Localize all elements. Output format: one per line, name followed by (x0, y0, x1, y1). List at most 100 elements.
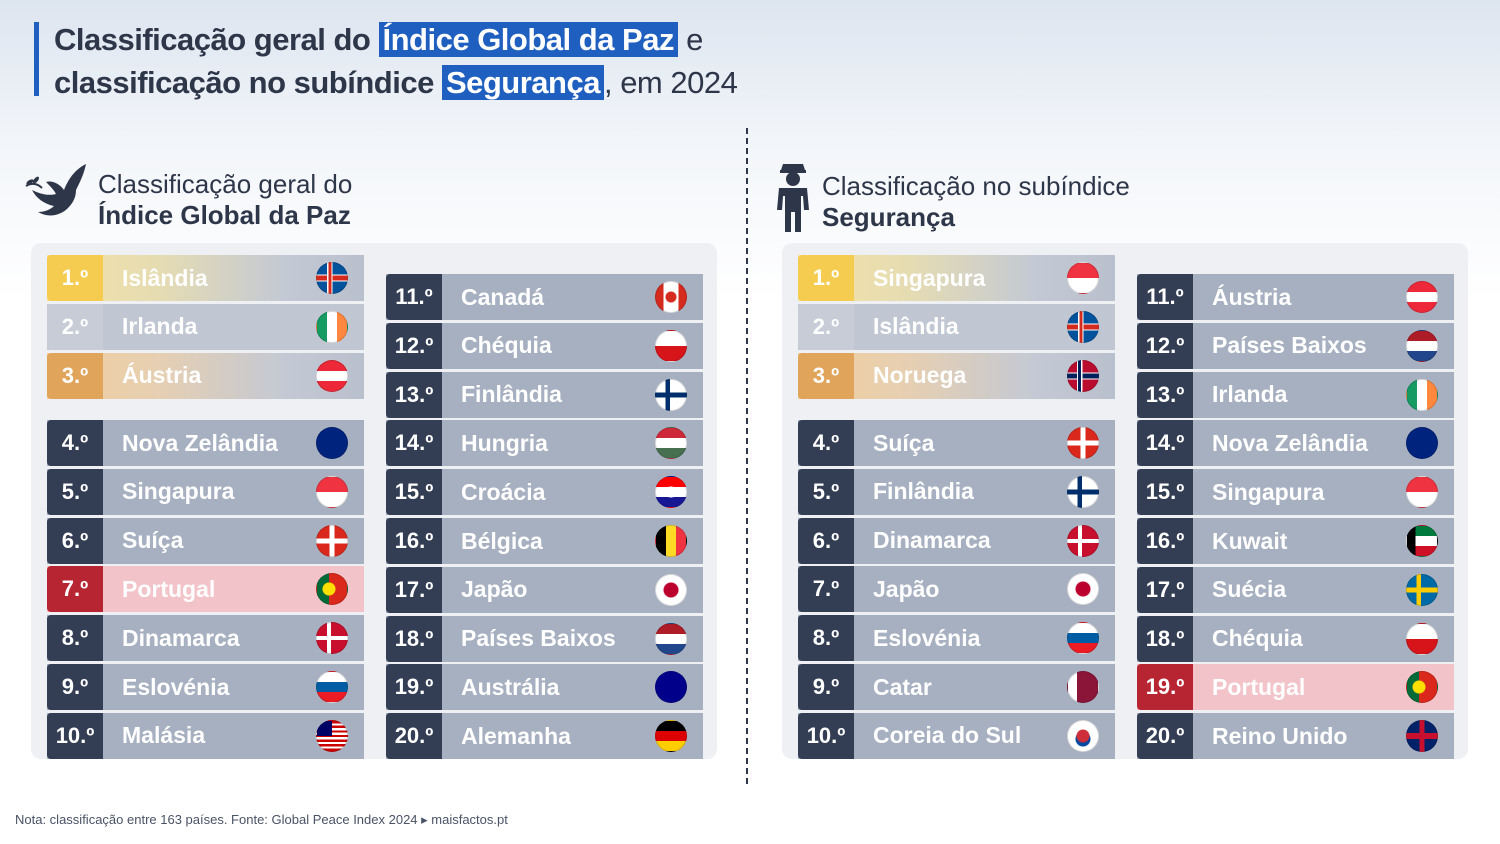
country-name: Irlanda (122, 313, 198, 340)
country-name: Japão (461, 576, 528, 603)
ranking-row: 1.º Islândia (47, 255, 364, 301)
singapore-flag-icon (1406, 476, 1438, 509)
ranking-row: 19.º Portugal (1137, 664, 1454, 711)
new-zealand-flag-icon (1406, 427, 1438, 460)
left-section-heading: Classificação geral do Índice Global da … (98, 169, 352, 231)
country-name: Dinamarca (873, 527, 991, 554)
rank-badge: 8.º (798, 615, 854, 662)
title-part3: classificação no subíndice (54, 65, 434, 100)
rank-badge: 4.º (47, 420, 103, 466)
qatar-flag-icon (1067, 671, 1099, 703)
finland-flag-icon (1067, 475, 1099, 508)
canada-flag-icon (655, 281, 687, 313)
rank-badge: 1.º (47, 255, 103, 301)
ranking-row: 6.º Suíça (47, 517, 364, 564)
left-heading-line1: Classificação geral do (98, 169, 353, 199)
netherlands-flag-icon (655, 622, 687, 655)
rank-badge: 13.º (1137, 371, 1193, 418)
right-section-heading: Classificação no subíndice Segurança (822, 171, 1130, 233)
ranking-row: 9.º Catar (798, 664, 1115, 710)
section-divider (746, 128, 748, 784)
country-name: Suécia (1212, 576, 1287, 603)
portugal-flag-icon (1406, 671, 1438, 704)
rank-badge: 18.º (386, 615, 442, 662)
ranking-row: 1.º Singapura (798, 255, 1115, 301)
ranking-row: 7.º Portugal (47, 566, 364, 613)
germany-flag-icon (655, 720, 687, 753)
rank-badge: 11.º (1137, 274, 1193, 320)
title-highlight-security: Segurança (441, 65, 604, 100)
country-name: Islândia (122, 264, 208, 291)
iceland-flag-icon (316, 262, 348, 294)
ranking-row: 16.º Bélgica (386, 518, 703, 564)
ranking-row: 12.º Países Baixos (1137, 322, 1454, 369)
country-name: Chéquia (461, 332, 552, 359)
rank-badge: 2.º (798, 303, 854, 350)
ranking-row: 11.º Canadá (386, 274, 703, 320)
rank-badge: 2.º (47, 303, 103, 350)
denmark-flag-icon (316, 622, 348, 655)
iceland-flag-icon (1067, 310, 1099, 343)
country-name: Países Baixos (461, 625, 616, 652)
ranking-row: 20.º Alemanha (386, 713, 703, 760)
country-name: Croácia (461, 478, 546, 505)
ranking-row: 3.º Áustria (47, 352, 364, 399)
country-name: Nova Zelândia (1212, 429, 1368, 456)
country-name: Irlanda (1212, 381, 1288, 408)
country-name: Coreia do Sul (873, 722, 1022, 749)
ranking-row: 13.º Irlanda (1137, 371, 1454, 418)
country-name: Nova Zelândia (122, 429, 278, 456)
rank-badge: 5.º (798, 468, 854, 515)
ranking-row: 19.º Austrália (386, 664, 703, 711)
norway-flag-icon (1067, 359, 1099, 392)
ranking-row: 4.º Nova Zelândia (47, 420, 364, 466)
country-name: Islândia (873, 313, 959, 340)
rank-badge: 11.º (386, 274, 442, 320)
rank-badge: 13.º (386, 371, 442, 418)
right-heading-line1: Classificação no subíndice (822, 171, 1130, 201)
country-name: Suíça (873, 429, 935, 456)
ranking-row: 12.º Chéquia (386, 322, 703, 369)
singapore-flag-icon (316, 475, 348, 508)
country-name: Países Baixos (1212, 332, 1367, 359)
switzerland-flag-icon (1067, 427, 1099, 459)
portugal-flag-icon (316, 573, 348, 606)
country-name: Suíça (122, 527, 184, 554)
ranking-row: 9.º Eslovénia (47, 664, 364, 710)
rank-badge: 12.º (1137, 322, 1193, 369)
ranking-row: 5.º Singapura (47, 468, 364, 515)
left-heading-line2: Índice Global da Paz (98, 200, 351, 230)
title-part2: e (686, 22, 703, 57)
country-name: Reino Unido (1212, 722, 1348, 749)
netherlands-flag-icon (1406, 329, 1438, 362)
title-highlight-index: Índice Global da Paz (378, 22, 678, 57)
australia-flag-icon (655, 671, 687, 704)
ranking-row: 6.º Dinamarca (798, 517, 1115, 564)
title-part1: Classificação geral do (54, 22, 371, 57)
rank-badge: 10.º (798, 712, 854, 759)
ranking-row: 2.º Irlanda (47, 303, 364, 350)
rank-badge: 18.º (1137, 615, 1193, 662)
ranking-row: 10.º Coreia do Sul (798, 712, 1115, 759)
switzerland-flag-icon (316, 524, 348, 557)
sweden-flag-icon (1406, 573, 1438, 606)
ranking-row: 18.º Chéquia (1137, 615, 1454, 662)
ranking-row: 3.º Noruega (798, 352, 1115, 399)
malaysia-flag-icon (316, 719, 348, 752)
country-name: Eslovénia (122, 673, 230, 700)
country-name: Malásia (122, 722, 206, 749)
country-name: Singapura (122, 478, 235, 505)
rank-badge: 15.º (386, 469, 442, 516)
rank-badge: 20.º (1137, 713, 1193, 760)
rank-badge: 17.º (1137, 566, 1193, 613)
country-name: Canadá (461, 283, 545, 310)
austria-flag-icon (316, 359, 348, 392)
country-name: Áustria (122, 362, 202, 389)
ranking-row: 7.º Japão (798, 566, 1115, 613)
ranking-row: 13.º Finlândia (386, 371, 703, 418)
rank-badge: 14.º (1137, 420, 1193, 467)
country-name: Austrália (461, 673, 560, 700)
country-name: Portugal (122, 575, 216, 602)
rank-badge: 16.º (386, 518, 442, 564)
rank-badge: 12.º (386, 322, 442, 369)
